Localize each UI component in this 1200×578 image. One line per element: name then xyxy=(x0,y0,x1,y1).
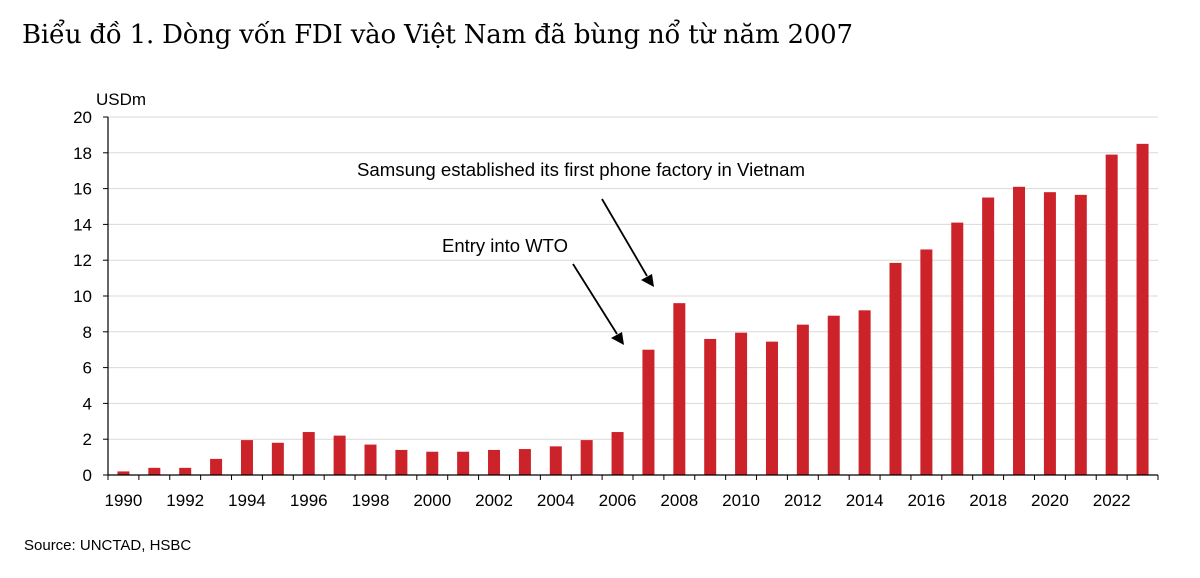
bar-2017 xyxy=(951,222,964,475)
y-tick-label-12: 12 xyxy=(73,251,92,270)
y-tick-label-4: 4 xyxy=(83,394,92,413)
bar-1998 xyxy=(364,444,377,475)
x-tick-label-1990: 1990 xyxy=(105,491,143,510)
bar-2018 xyxy=(982,197,995,476)
bar-2000 xyxy=(426,451,439,475)
x-tick-label-2006: 2006 xyxy=(599,491,637,510)
y-tick-label-18: 18 xyxy=(73,144,92,163)
x-tick-label-2012: 2012 xyxy=(784,491,822,510)
annotation-wto-text: Entry into WTO xyxy=(442,235,568,256)
source-note: Source: UNCTAD, HSBC xyxy=(24,537,192,554)
bar-2015 xyxy=(889,262,902,475)
bar-2011 xyxy=(765,341,778,475)
bar-2013 xyxy=(827,315,840,475)
bar-1993 xyxy=(210,458,223,475)
bar-1997 xyxy=(333,435,346,475)
bar-2021 xyxy=(1074,194,1087,476)
bar-2006 xyxy=(611,432,624,475)
y-tick-label-14: 14 xyxy=(73,215,92,234)
bar-2016 xyxy=(920,249,933,475)
bar-1991 xyxy=(148,467,161,475)
bar-2003 xyxy=(518,449,531,475)
bar-1994 xyxy=(240,440,253,475)
y-tick-label-8: 8 xyxy=(83,323,92,342)
bar-1995 xyxy=(271,442,284,475)
bar-2004 xyxy=(549,446,562,475)
bar-1990 xyxy=(117,471,130,475)
x-tick-label-2000: 2000 xyxy=(413,491,451,510)
annotation-wto-arrow xyxy=(572,263,624,345)
y-tick-label-0: 0 xyxy=(83,466,92,485)
x-tick-label-2022: 2022 xyxy=(1093,491,1131,510)
y-tick-label-2: 2 xyxy=(83,430,92,449)
y-tick-label-20: 20 xyxy=(73,108,92,127)
x-tick-label-2004: 2004 xyxy=(537,491,575,510)
bar-2019 xyxy=(1013,186,1026,475)
x-tick-label-2008: 2008 xyxy=(660,491,698,510)
bar-2020 xyxy=(1043,192,1056,475)
annotation-samsung-text: Samsung established its first phone fact… xyxy=(357,159,805,180)
x-tick-label-2014: 2014 xyxy=(846,491,884,510)
x-tick-label-1996: 1996 xyxy=(290,491,328,510)
x-tick-label-2016: 2016 xyxy=(907,491,945,510)
bar-2005 xyxy=(580,440,593,475)
y-tick-label-6: 6 xyxy=(83,359,92,378)
bar-2007 xyxy=(642,349,655,475)
bar-2008 xyxy=(673,303,686,475)
y-axis-unit-label: USDm xyxy=(96,90,146,109)
bar-1992 xyxy=(179,467,192,475)
bar-2009 xyxy=(704,338,717,475)
x-tick-label-2020: 2020 xyxy=(1031,491,1069,510)
bar-2012 xyxy=(796,324,809,475)
bar-2001 xyxy=(457,451,470,475)
bar-2023 xyxy=(1136,143,1149,475)
bar-1996 xyxy=(302,432,315,475)
bar-2022 xyxy=(1105,154,1118,475)
x-tick-label-1992: 1992 xyxy=(166,491,204,510)
x-tick-label-1998: 1998 xyxy=(352,491,390,510)
tick-labels: 0 2 4 6 8 10 12 14 16 18 20 1990 1992 1994 1996 1998 200… xyxy=(73,108,1131,510)
chart-title: Biểu đồ 1. Dòng vốn FDI vào Việt Nam đã … xyxy=(22,20,853,50)
y-tick-label-10: 10 xyxy=(73,287,92,306)
bar-2002 xyxy=(488,449,501,475)
y-tick-label-16: 16 xyxy=(73,180,92,199)
x-tick-label-1994: 1994 xyxy=(228,491,266,510)
bar-2010 xyxy=(735,332,748,475)
bar-series xyxy=(117,143,1149,476)
x-tick-label-2002: 2002 xyxy=(475,491,513,510)
x-tick-label-2010: 2010 xyxy=(722,491,760,510)
x-tick-label-2018: 2018 xyxy=(969,491,1007,510)
bar-1999 xyxy=(395,449,408,475)
bar-2014 xyxy=(858,310,871,475)
annotation-samsung-arrow xyxy=(601,198,654,287)
axes xyxy=(103,116,1159,480)
